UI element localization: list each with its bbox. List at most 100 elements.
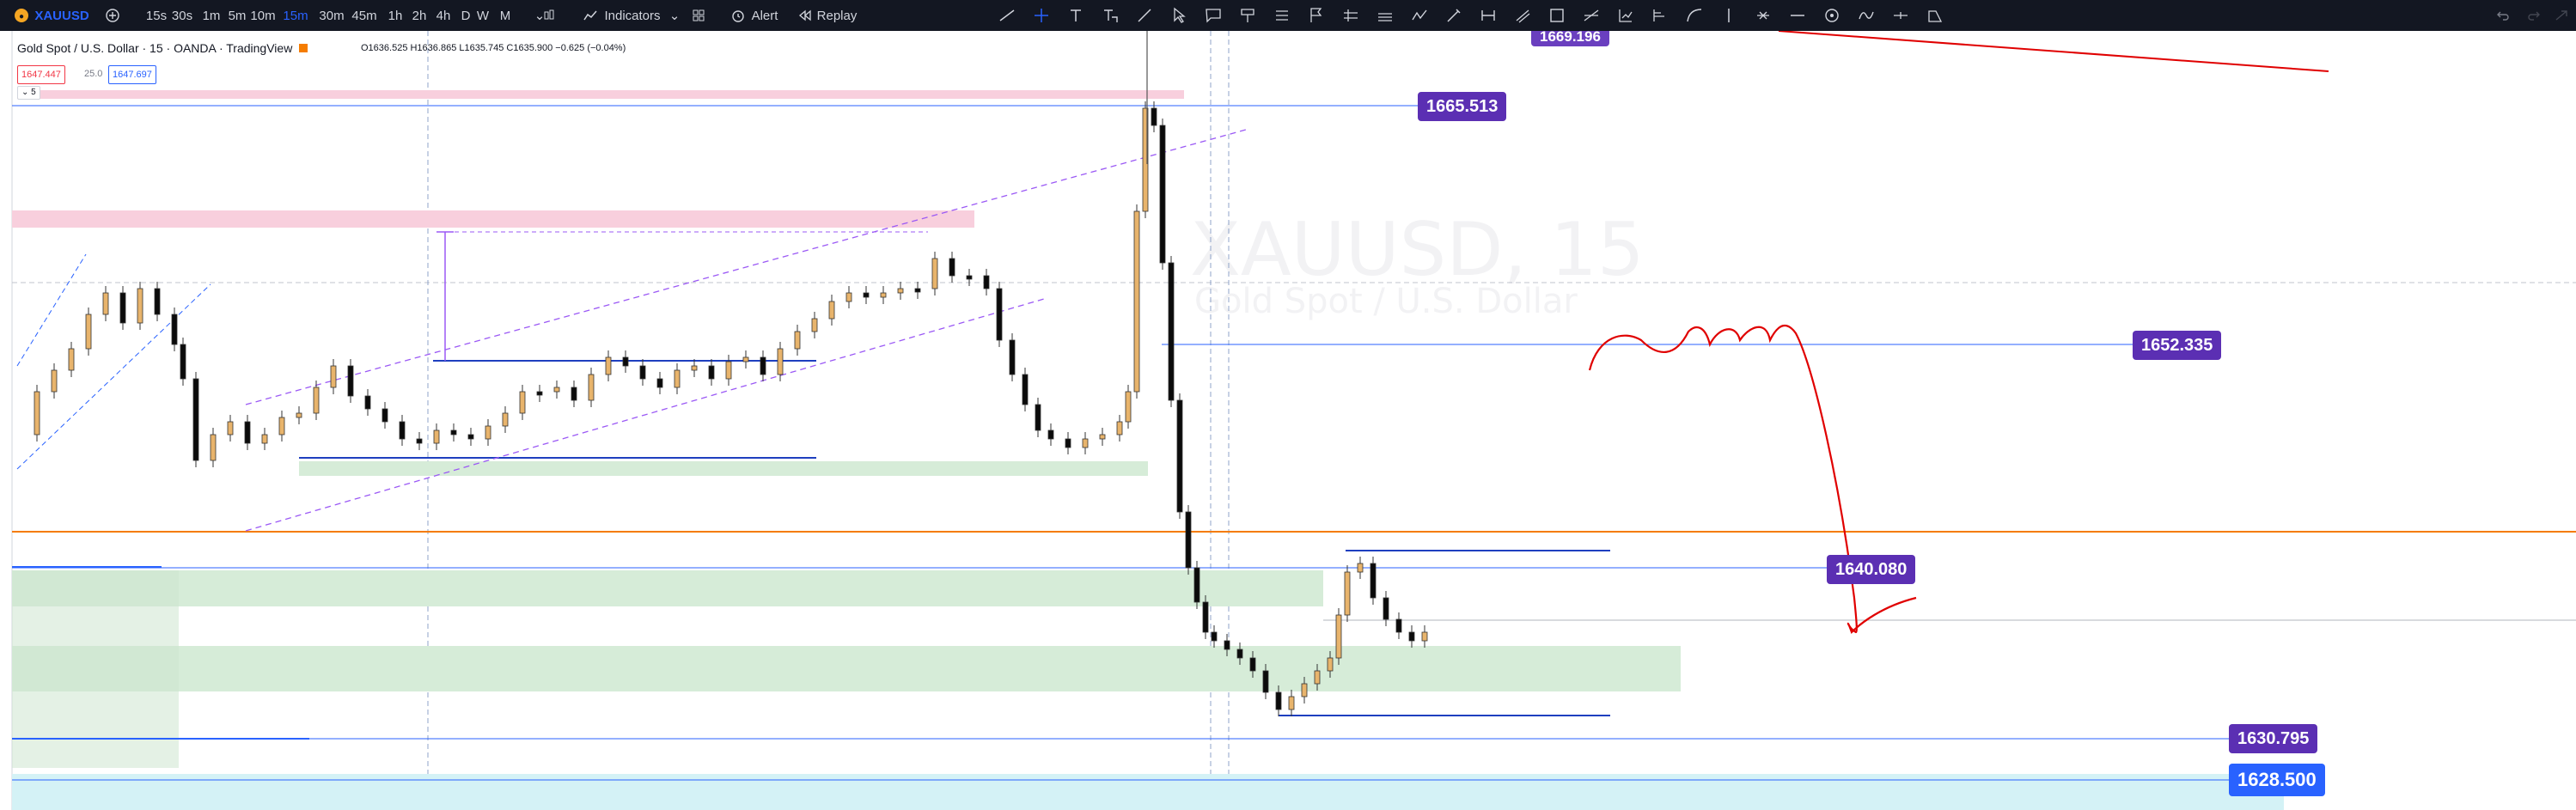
crosshair-icon[interactable] xyxy=(1029,3,1053,27)
trend-channel-line xyxy=(16,283,211,470)
chart-area[interactable]: XAUUSD, 15 Gold Spot / U.S. Dollar xyxy=(0,31,2576,810)
text-anchored-icon[interactable] xyxy=(1098,3,1122,27)
circle-icon[interactable] xyxy=(1820,3,1844,27)
candle-body xyxy=(828,301,835,320)
fib-icon[interactable] xyxy=(1579,3,1603,27)
ask-price-box[interactable]: 1647.697 xyxy=(108,65,156,84)
bid-price-box[interactable]: 1647.447 xyxy=(17,65,65,84)
candle-body xyxy=(1262,670,1269,693)
trend-line-icon[interactable] xyxy=(995,3,1019,27)
price-label[interactable]: 1628.500 xyxy=(2229,764,2325,796)
chevron-down-icon: ⌄ xyxy=(21,88,32,97)
candle-body xyxy=(244,421,251,444)
chart-legend: Gold Spot / U.S. Dollar · 15 · OANDA · T… xyxy=(17,41,308,55)
candle-body xyxy=(708,365,715,380)
candle-body xyxy=(639,365,646,380)
indicators-dropdown-icon[interactable]: ⌄ xyxy=(668,9,681,23)
timeframe-30m[interactable]: 30m xyxy=(319,8,345,23)
price-label[interactable]: 1640.080 xyxy=(1827,555,1916,584)
horizontal-ray-icon[interactable] xyxy=(1476,3,1500,27)
cursor-icon[interactable] xyxy=(1167,3,1191,27)
candle-body xyxy=(1116,421,1123,435)
share-icon[interactable] xyxy=(2550,0,2573,31)
ray-icon[interactable] xyxy=(1132,3,1157,27)
price-label[interactable]: 1669.196 xyxy=(1531,31,1609,46)
chart-canvas[interactable] xyxy=(0,31,2576,810)
timeframe-4h[interactable]: 4h xyxy=(436,8,451,23)
timeframe-5m[interactable]: 5m xyxy=(228,8,247,23)
add-symbol-icon[interactable] xyxy=(101,0,124,31)
horizontal-line-icon[interactable] xyxy=(1785,3,1810,27)
alert-button[interactable]: Alert xyxy=(751,8,778,23)
sine-icon[interactable] xyxy=(1854,3,1878,27)
candle-body xyxy=(1176,399,1183,513)
timeframe-dropdown-icon[interactable]: ⌄ xyxy=(534,9,546,23)
text-icon[interactable] xyxy=(1064,3,1088,27)
trend-channel-line xyxy=(16,253,87,367)
timeframe-M[interactable]: M xyxy=(499,8,511,23)
timeframe-W[interactable]: W xyxy=(476,8,490,23)
candle-body xyxy=(330,365,337,388)
callout-icon[interactable] xyxy=(1201,3,1225,27)
long-position-icon[interactable] xyxy=(1270,3,1294,27)
extended-line-icon[interactable] xyxy=(1889,3,1913,27)
timeframe-30s[interactable]: 30s xyxy=(171,8,193,23)
magnet-icon[interactable] xyxy=(1751,3,1775,27)
timeframe-1h[interactable]: 1h xyxy=(388,8,403,23)
candle-body xyxy=(261,434,268,444)
pitchfork-icon[interactable] xyxy=(1511,3,1535,27)
timeframe-45m[interactable]: 45m xyxy=(351,8,377,23)
candle-body xyxy=(1022,374,1029,405)
price-label[interactable]: 1665.513 xyxy=(1418,92,1507,121)
rectangle-icon[interactable] xyxy=(1545,3,1569,27)
candle-body xyxy=(1335,614,1342,659)
xabcd-icon[interactable] xyxy=(1648,3,1672,27)
flag-icon[interactable] xyxy=(1304,3,1328,27)
candle-body xyxy=(880,292,887,298)
candle-body xyxy=(983,275,990,289)
path-icon[interactable] xyxy=(1407,3,1431,27)
timeframe-1m[interactable]: 1m xyxy=(202,8,221,23)
candle-body xyxy=(536,391,543,396)
brush-icon[interactable] xyxy=(1442,3,1466,27)
undo-icon[interactable] xyxy=(2492,0,2514,31)
hand-drawn-projection xyxy=(1588,325,1917,635)
arc-icon[interactable] xyxy=(1682,3,1706,27)
gann-icon[interactable] xyxy=(1614,3,1638,27)
candle-body xyxy=(1314,670,1321,685)
alert-icon xyxy=(729,0,748,31)
candle-body xyxy=(1082,438,1089,448)
replay-button[interactable]: Replay xyxy=(816,8,858,23)
price-label[interactable]: 1652.335 xyxy=(2133,331,2222,360)
candle-body xyxy=(1344,571,1351,616)
timeframe-2h[interactable]: 2h xyxy=(412,8,427,23)
candle-body xyxy=(1421,631,1428,642)
indicators-icon xyxy=(581,0,600,31)
candle-body xyxy=(227,421,234,435)
candle-body xyxy=(1236,649,1243,659)
layout-grid-icon[interactable] xyxy=(689,0,708,31)
collapse-indicators-button[interactable]: ⌄ 5 xyxy=(17,86,40,100)
pin-icon[interactable] xyxy=(1236,3,1260,27)
indicators-button[interactable]: Indicators xyxy=(604,8,661,23)
trend-channel-line xyxy=(245,298,1045,532)
timeframe-15m[interactable]: 15m xyxy=(283,8,308,23)
timeframe-D[interactable]: D xyxy=(461,8,471,23)
symbol-logo-icon[interactable]: ● xyxy=(10,0,33,31)
candle-body xyxy=(1142,107,1149,212)
vertical-line-icon[interactable] xyxy=(1717,3,1741,27)
timeframe-15s[interactable]: 15s xyxy=(145,8,168,23)
channel-icon[interactable] xyxy=(1339,3,1363,27)
symbol-button[interactable]: XAUUSD xyxy=(34,8,89,23)
supply-zone xyxy=(12,210,974,228)
parallel-channel-icon[interactable] xyxy=(1373,3,1397,27)
price-label[interactable]: 1630.795 xyxy=(2229,724,2318,753)
measure-icon[interactable] xyxy=(1923,3,1947,27)
candle-body xyxy=(725,361,732,380)
candle-body xyxy=(1383,597,1389,620)
candle-type-icon[interactable] xyxy=(538,0,560,31)
redo-icon[interactable] xyxy=(2523,0,2545,31)
candle-body xyxy=(51,369,58,393)
timeframe-10m[interactable]: 10m xyxy=(250,8,276,23)
candle-body xyxy=(1327,657,1334,672)
